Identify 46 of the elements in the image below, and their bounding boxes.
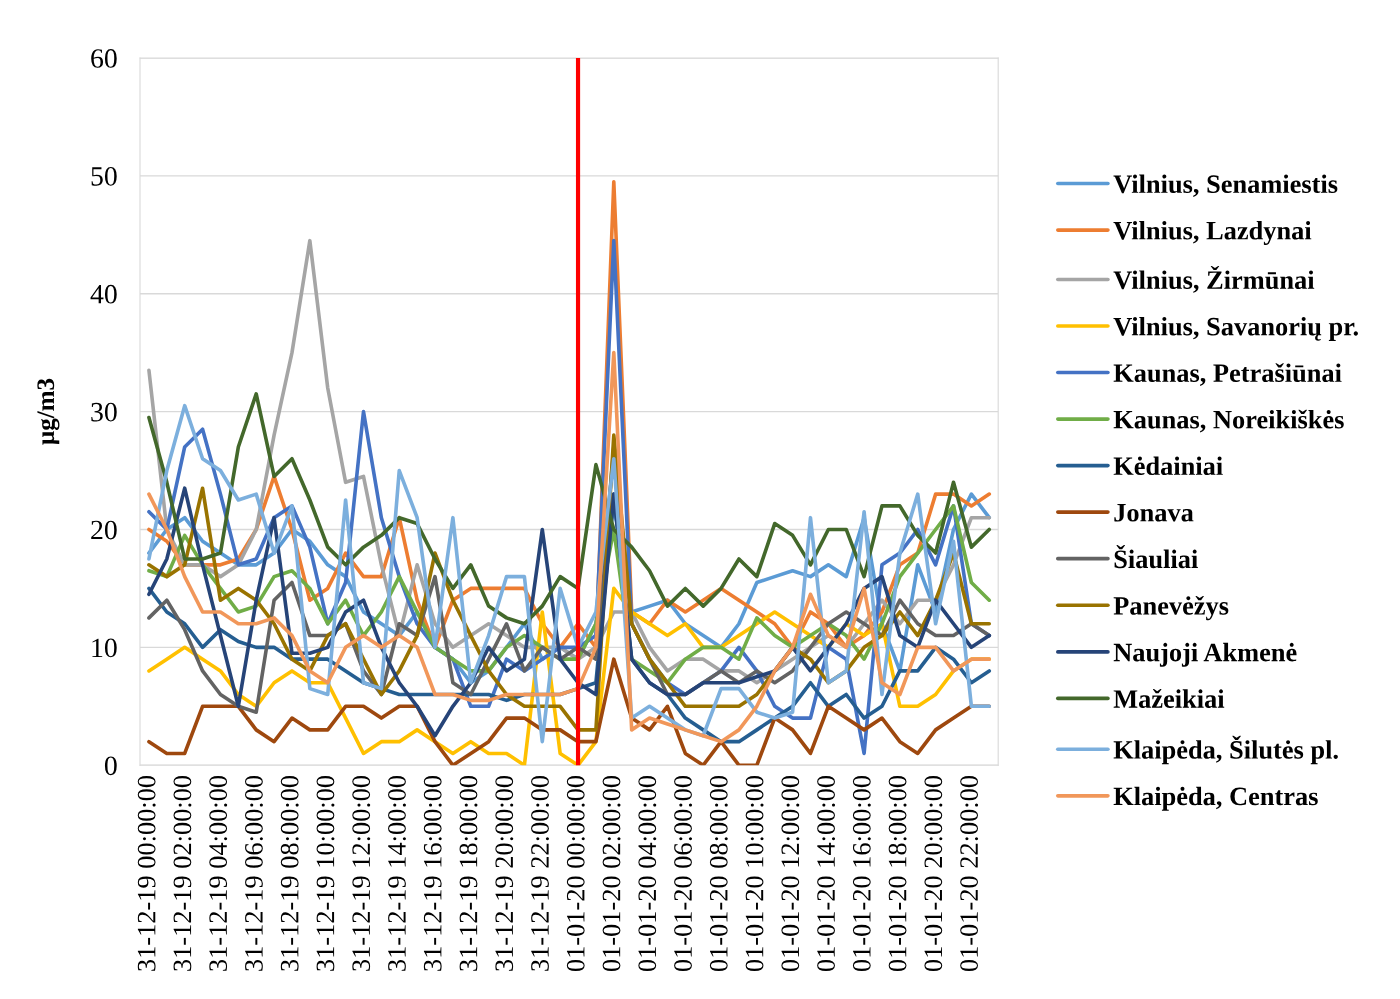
- x-tick-label: 01-01-20 04:00:00: [638, 775, 657, 972]
- x-tick-label: 31-12-19 14:00:00: [388, 775, 406, 971]
- y-tick-label: 0: [104, 756, 117, 776]
- y-tick-label: 10: [92, 638, 117, 658]
- x-tick-label: 31-12-19 20:00:00: [495, 775, 514, 971]
- x-tick-label: 01-01-20 02:00:00: [602, 775, 621, 972]
- x-tick-label: 31-12-19 16:00:00: [423, 775, 442, 971]
- y-axis-title: µg/m3: [37, 378, 60, 445]
- legend-label: Kėdainiai: [1113, 456, 1223, 476]
- legend-label: Mažeikiai: [1113, 689, 1225, 708]
- legend-label: Panevėžys: [1113, 595, 1229, 621]
- x-tick-label: 31-12-19 22:00:00: [531, 775, 549, 971]
- legend-label: Vilnius, Žirmūnai: [1113, 265, 1315, 293]
- x-tick-label: 31-12-19 06:00:00: [245, 775, 263, 971]
- x-tick-label: 01-01-20 00:00:00: [566, 775, 585, 972]
- legend-label: Kaunas, Petrašiūnai: [1113, 363, 1342, 386]
- x-tick-label: 31-12-19 00:00:00: [137, 775, 156, 971]
- legend-label: Jonava: [1114, 504, 1194, 522]
- legend-label: Vilnius, Lazdynai: [1113, 221, 1312, 246]
- x-tick-label: 01-01-20 12:00:00: [781, 775, 800, 972]
- legend-label: Kaunas, Noreikiškės: [1113, 409, 1344, 433]
- legend-label: Naujoji Akmenė: [1113, 642, 1297, 667]
- legend-label: Šiauliai: [1114, 545, 1198, 569]
- y-tick-label: 60: [91, 49, 117, 68]
- x-tick-label: 01-01-20 08:00:00: [709, 775, 728, 972]
- y-tick-label: 30: [91, 402, 117, 422]
- y-tick-label: 50: [91, 166, 117, 186]
- legend-label: Klaipėda, Šilutės pl.: [1113, 735, 1338, 765]
- x-tick-label: 01-01-20 10:00:00: [745, 775, 764, 972]
- x-tick-label: 01-01-20 22:00:00: [960, 775, 979, 972]
- x-tick-label: 01-01-20 06:00:00: [674, 775, 693, 972]
- x-tick-label: 01-01-20 16:00:00: [852, 775, 871, 972]
- x-tick-label: 31-12-19 02:00:00: [173, 775, 192, 971]
- x-tick-label: 31-12-19 04:00:00: [209, 775, 228, 971]
- x-tick-label: 01-01-20 20:00:00: [924, 775, 943, 972]
- legend-label: Vilnius, Senamiestis: [1113, 174, 1338, 197]
- legend-label: Klaipėda, Centras: [1113, 786, 1318, 811]
- x-tick-label: 01-01-20 18:00:00: [888, 775, 907, 972]
- x-tick-label: 01-01-20 14:00:00: [817, 775, 836, 972]
- y-tick-label: 20: [91, 520, 117, 540]
- x-tick-label: 31-12-19 18:00:00: [459, 775, 478, 971]
- x-tick-label: 31-12-19 12:00:00: [352, 775, 371, 971]
- legend-label: Vilnius, Savanorių pr.: [1113, 316, 1358, 341]
- x-tick-label: 31-12-19 08:00:00: [280, 775, 299, 971]
- y-tick-label: 40: [90, 284, 117, 304]
- x-tick-label: 31-12-19 10:00:00: [316, 775, 335, 971]
